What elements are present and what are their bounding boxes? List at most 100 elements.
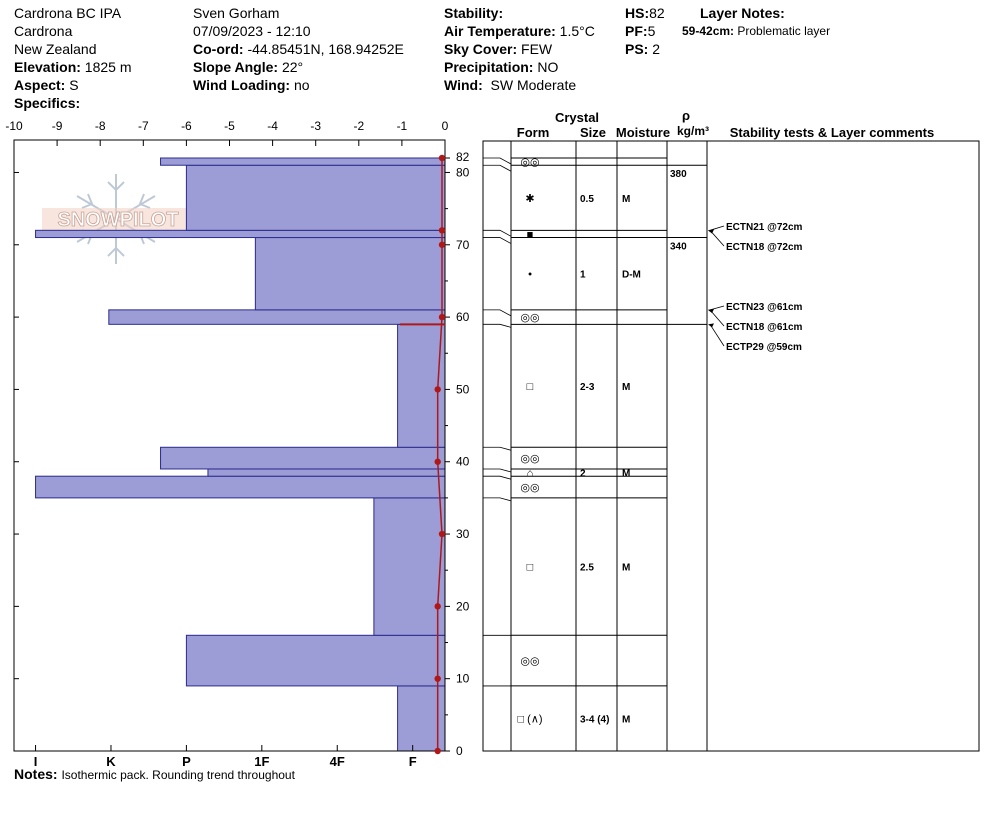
coord-label: Co-ord: bbox=[193, 41, 244, 57]
temperature-point bbox=[434, 747, 441, 755]
hardness-bar bbox=[108, 309, 446, 325]
precip-label: Precipitation: bbox=[444, 59, 534, 75]
temp-tick-label: -9 bbox=[52, 119, 63, 133]
moisture-header: Moisture bbox=[616, 125, 670, 140]
height-tick-label: 82 bbox=[456, 150, 470, 164]
specifics-label: Specifics: bbox=[14, 95, 81, 111]
observer-name: Sven Gorham bbox=[193, 5, 280, 21]
air-temp-row: Air Temperature: 1.5°C bbox=[444, 22, 595, 40]
elevation-label: Elevation: bbox=[14, 59, 81, 75]
layer-size: 1 bbox=[580, 270, 586, 281]
temperature-profile bbox=[400, 154, 446, 755]
layer-size: 0.5 bbox=[580, 194, 594, 205]
stability-test-list: ECTN21 @72cm ECTN18 @72cm ECTN23 @61cm ECTN… bbox=[708, 222, 803, 353]
stability-row: Stability: bbox=[444, 4, 595, 22]
stability-test-label: ECTN23 @61cm bbox=[726, 302, 803, 313]
temp-tick-label: -5 bbox=[224, 119, 235, 133]
wind-row: Wind: SW Moderate bbox=[444, 76, 595, 94]
header-hs-block: HS:82 PF:5 PS: 2 bbox=[625, 4, 665, 58]
pf-value: 5 bbox=[647, 23, 656, 39]
layer-form: ■ bbox=[527, 229, 534, 241]
temperature-axis: -10 -9 -8 -7 -6 -5 -4 -3 -2 -1 0 bbox=[5, 119, 449, 146]
wind-loading-label: Wind Loading: bbox=[193, 77, 291, 93]
sky-value: FEW bbox=[521, 41, 553, 57]
layer-moisture: M bbox=[622, 382, 630, 393]
temperature-point bbox=[438, 241, 446, 248]
ps-value: 2 bbox=[652, 41, 661, 57]
slope-row: Slope Angle: 22° bbox=[193, 58, 404, 76]
layer-connector bbox=[483, 229, 512, 237]
temperature-point bbox=[434, 675, 441, 682]
layer-moisture: M bbox=[622, 194, 630, 205]
wind-loading-row: Wind Loading: no bbox=[193, 76, 404, 94]
notes-text: Isothermic pack. Rounding trend througho… bbox=[61, 768, 295, 782]
hardness-bar bbox=[373, 497, 446, 636]
stability-test-pointer bbox=[709, 225, 725, 231]
ps-label: PS: bbox=[625, 41, 649, 57]
layer-connector bbox=[483, 237, 512, 244]
stability-test-pointer bbox=[709, 230, 725, 247]
observation-datetime: 07/09/2023 - 12:10 bbox=[193, 23, 311, 39]
pf-label: PF: bbox=[625, 23, 648, 39]
layer-notes-label: Layer Notes: bbox=[700, 5, 785, 21]
header-weather-block: Stability: Air Temperature: 1.5°C Sky Co… bbox=[444, 4, 595, 94]
layer-note-row: 59-42cm: Problematic layer bbox=[682, 22, 830, 40]
location-name: Cardrona BC IPA bbox=[14, 5, 122, 21]
pf-row: PF:5 bbox=[625, 22, 665, 40]
sky-label: Sky Cover: bbox=[444, 41, 518, 57]
height-tick-label: 40 bbox=[456, 455, 470, 469]
height-tick-label: 0 bbox=[456, 744, 463, 758]
temperature-point bbox=[434, 458, 441, 465]
stability-test-label: ECTP29 @59cm bbox=[726, 342, 802, 353]
size-header: Size bbox=[580, 125, 606, 140]
layer-note-text: Problematic layer bbox=[737, 24, 831, 38]
layer-size: 3-4 (4) bbox=[580, 714, 609, 725]
stability-test-label: ECTN18 @72cm bbox=[726, 242, 803, 253]
density-value: 380 bbox=[670, 169, 687, 180]
layer-moisture: M bbox=[622, 563, 630, 574]
layer-moisture: M bbox=[622, 714, 630, 725]
density-unit-header: kg/m³ bbox=[677, 124, 709, 138]
hardness-tick-label: 4F bbox=[330, 754, 345, 769]
wind-label: Wind: bbox=[444, 77, 483, 93]
slope-value: 22° bbox=[281, 59, 304, 75]
layer-connector bbox=[483, 323, 512, 328]
snowpilot-logo: SNOWPILOT bbox=[42, 174, 194, 264]
stability-header: Stability tests & Layer comments bbox=[730, 125, 934, 140]
temperature-point bbox=[438, 154, 446, 162]
height-tick-label: 30 bbox=[456, 527, 470, 541]
ps-row: PS: 2 bbox=[625, 40, 665, 58]
layer-note-range: 59-42cm: bbox=[682, 24, 735, 38]
density-values: 380 340 bbox=[667, 164, 707, 325]
layer-size: 2-3 bbox=[580, 382, 595, 393]
specifics-row: Specifics: bbox=[14, 94, 132, 112]
temperature-point bbox=[438, 227, 446, 234]
hardness-bar bbox=[207, 468, 446, 477]
hs-row: HS:82 bbox=[625, 4, 665, 22]
hardness-bar bbox=[35, 475, 446, 499]
wind-value: SW Moderate bbox=[490, 77, 577, 93]
layer-rows: □ (∧) 3-4 (4) M ◎◎ □ 2.5 M ◎◎ ⌂ 2 M ◎◎ □ 2-3 M ◎◎ • 1 D-M ■… bbox=[483, 157, 667, 725]
temp-tick-label: -4 bbox=[267, 119, 278, 133]
temperature-point bbox=[434, 603, 441, 610]
layer-connector bbox=[483, 468, 512, 473]
layer-form: □ bbox=[527, 562, 534, 574]
layer-connector bbox=[483, 157, 512, 165]
temp-tick-label: -2 bbox=[353, 119, 364, 133]
crystal-header: Crystal bbox=[555, 110, 599, 125]
layer-moisture: M bbox=[622, 469, 630, 480]
aspect-label: Aspect: bbox=[14, 77, 66, 93]
precip-value: NO bbox=[537, 59, 559, 75]
hs-value: 82 bbox=[649, 5, 665, 21]
country-name: New Zealand bbox=[14, 41, 97, 57]
stability-label: Stability: bbox=[444, 5, 504, 21]
hardness-bar bbox=[397, 685, 446, 752]
layer-form: ⌂ bbox=[527, 468, 534, 480]
precip-row: Precipitation: NO bbox=[444, 58, 595, 76]
temperature-line bbox=[436, 158, 443, 751]
hardness-bar bbox=[397, 323, 446, 448]
stability-test-label: ECTN21 @72cm bbox=[726, 222, 803, 233]
slope-label: Slope Angle: bbox=[193, 59, 279, 75]
layer-form: • bbox=[528, 269, 532, 281]
